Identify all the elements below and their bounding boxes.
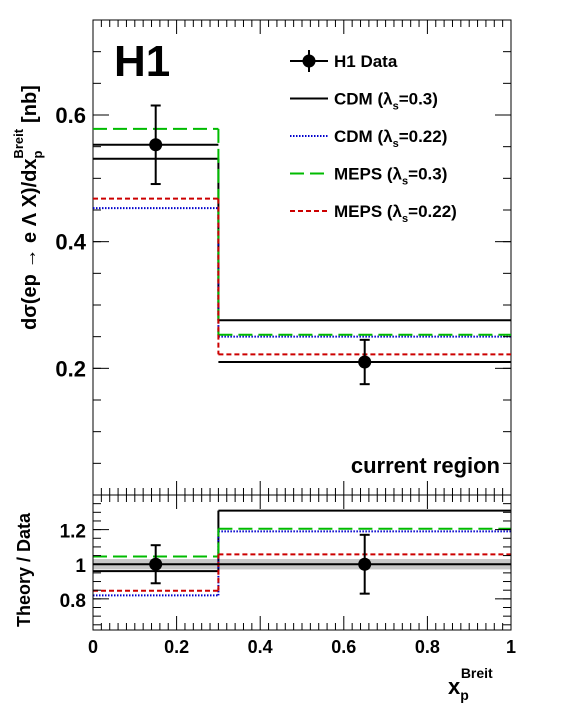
main-data-point-1 xyxy=(358,355,372,369)
main-ytick-label-1: 0.4 xyxy=(55,230,86,255)
legend-label-text-3: MEPS (λ xyxy=(334,202,403,221)
legend-label-1: CDM (λs=0.22) xyxy=(334,127,447,150)
ratio-data-point-1 xyxy=(358,557,372,571)
ratio-y-axis-label: Theory / Data xyxy=(14,512,34,627)
legend-label-2: MEPS (λs=0.3) xyxy=(334,165,447,188)
legend-label-rest-1: =0.22) xyxy=(399,127,448,146)
main-data-points xyxy=(93,104,511,386)
ratio-ytick-label-0: 0.8 xyxy=(60,591,86,612)
legend-label-text-0: CDM (λ xyxy=(334,90,393,109)
legend-label-data: H1 Data xyxy=(334,52,398,71)
main-axis-ticks: 0.2 0.4 0.6 xyxy=(55,20,512,496)
main-ytick-label-2: 0.6 xyxy=(55,103,86,128)
y-label-main: dσ(ep → e Λ X)/dx xyxy=(19,159,41,330)
x-tick-label-4: 0.8 xyxy=(415,637,440,657)
legend-label-rest-0: =0.3) xyxy=(399,90,438,109)
x-tick-label-1: 0.2 xyxy=(164,637,189,657)
region-label: current region xyxy=(351,453,500,478)
ratio-ytick-label-1: 1 xyxy=(75,556,86,577)
x-tick-label-5: 1 xyxy=(506,637,516,657)
ratio-panel-frame xyxy=(92,494,512,631)
x-tick-label-3: 0.6 xyxy=(331,637,356,657)
legend-label-sub-2: s xyxy=(402,176,408,188)
x-label-main: x xyxy=(448,674,461,699)
x-tick-label-0: 0 xyxy=(88,637,98,657)
main-y-axis-label: dσ(ep → e Λ X)/dxp Breit [nb] xyxy=(11,85,45,330)
legend-label-text-2: MEPS (λ xyxy=(334,165,403,184)
experiment-label: H1 xyxy=(114,37,170,86)
ratio-data-points xyxy=(93,533,511,595)
legend-label-0: CDM (λs=0.3) xyxy=(334,90,438,113)
legend-label-rest-2: =0.3) xyxy=(408,165,447,184)
ratio-panel: 0.8 1 1.2 0 0.2 0.4 0.6 0.8 1 Theory / Data xp Br… xyxy=(14,494,516,703)
legend-label-sub-1: s xyxy=(393,138,399,150)
y-label-sup: Breit xyxy=(11,128,26,158)
legend-label-rest-3: =0.22) xyxy=(408,202,457,221)
legend-data-marker xyxy=(302,54,316,68)
ratio-ytick-label-2: 1.2 xyxy=(60,522,86,543)
x-tick-label-2: 0.4 xyxy=(248,637,273,657)
main-panel-frame xyxy=(92,19,512,496)
legend-label-sub-3: s xyxy=(402,213,408,225)
main-series-layer xyxy=(93,127,511,356)
x-label-sup: Breit xyxy=(461,665,493,681)
y-label-unit: [nb] xyxy=(19,85,41,123)
x-axis-label: xp Breit xyxy=(448,665,493,703)
ratio-data-point-0 xyxy=(149,557,163,571)
legend-label-sub-0: s xyxy=(393,101,399,113)
ratio-axis-ticks: 0.8 1 1.2 0 0.2 0.4 0.6 0.8 1 xyxy=(60,495,516,657)
y-label-sub: p xyxy=(30,151,45,159)
main-data-point-0 xyxy=(149,138,163,152)
main-ytick-label-0: 0.2 xyxy=(55,356,86,381)
legend-label-text-1: CDM (λ xyxy=(334,127,393,146)
legend-label-3: MEPS (λs=0.22) xyxy=(334,202,457,225)
main-panel: 0.2 0.4 0.6 H1 current region H1 Data CDM (… xyxy=(11,19,512,496)
x-label-sub: p xyxy=(460,687,469,703)
